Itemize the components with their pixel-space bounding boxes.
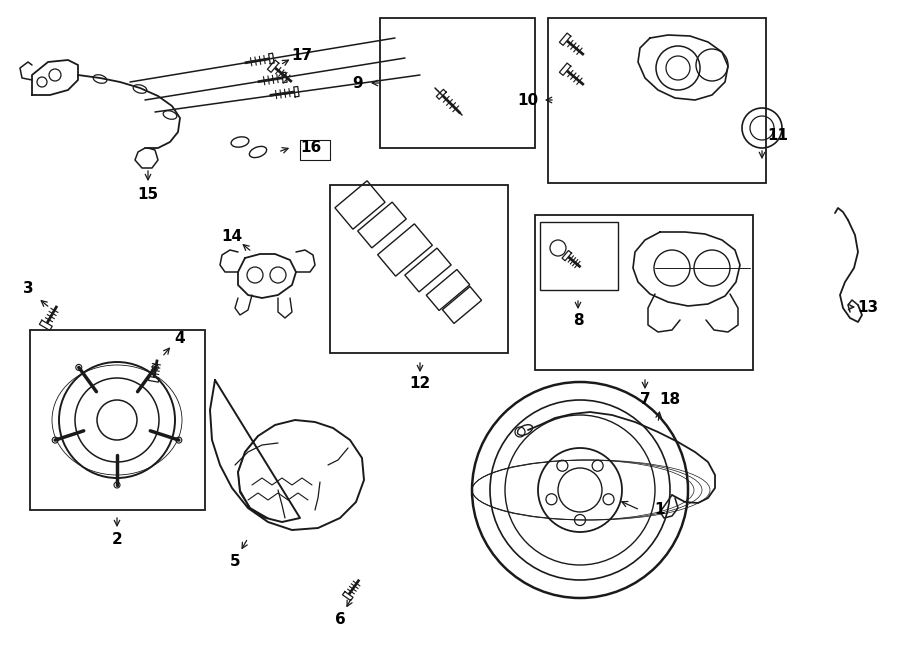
Text: 8: 8 — [572, 312, 583, 328]
Text: 18: 18 — [660, 393, 680, 408]
Bar — [427, 269, 470, 310]
Text: 1: 1 — [655, 502, 665, 518]
Text: 17: 17 — [292, 48, 312, 62]
Text: 2: 2 — [112, 532, 122, 547]
Bar — [380, 18, 535, 148]
Text: 14: 14 — [221, 228, 243, 244]
Bar — [30, 330, 205, 510]
Text: 10: 10 — [518, 93, 538, 107]
Text: 4: 4 — [175, 330, 185, 346]
Bar — [378, 224, 432, 276]
Text: 9: 9 — [353, 75, 364, 91]
Text: 15: 15 — [138, 187, 158, 201]
Text: 6: 6 — [335, 612, 346, 628]
Bar — [548, 18, 766, 183]
Bar — [540, 222, 618, 290]
Text: 3: 3 — [22, 281, 33, 295]
Bar — [443, 287, 482, 324]
Text: 11: 11 — [768, 128, 788, 142]
Text: 5: 5 — [230, 553, 240, 569]
Bar — [535, 215, 753, 370]
Text: 16: 16 — [300, 140, 321, 154]
Text: 7: 7 — [640, 393, 651, 408]
Bar — [357, 202, 406, 248]
Bar — [335, 181, 385, 229]
Text: 12: 12 — [410, 375, 430, 391]
Bar — [330, 185, 508, 353]
Bar — [405, 248, 451, 292]
Text: 13: 13 — [858, 299, 878, 314]
